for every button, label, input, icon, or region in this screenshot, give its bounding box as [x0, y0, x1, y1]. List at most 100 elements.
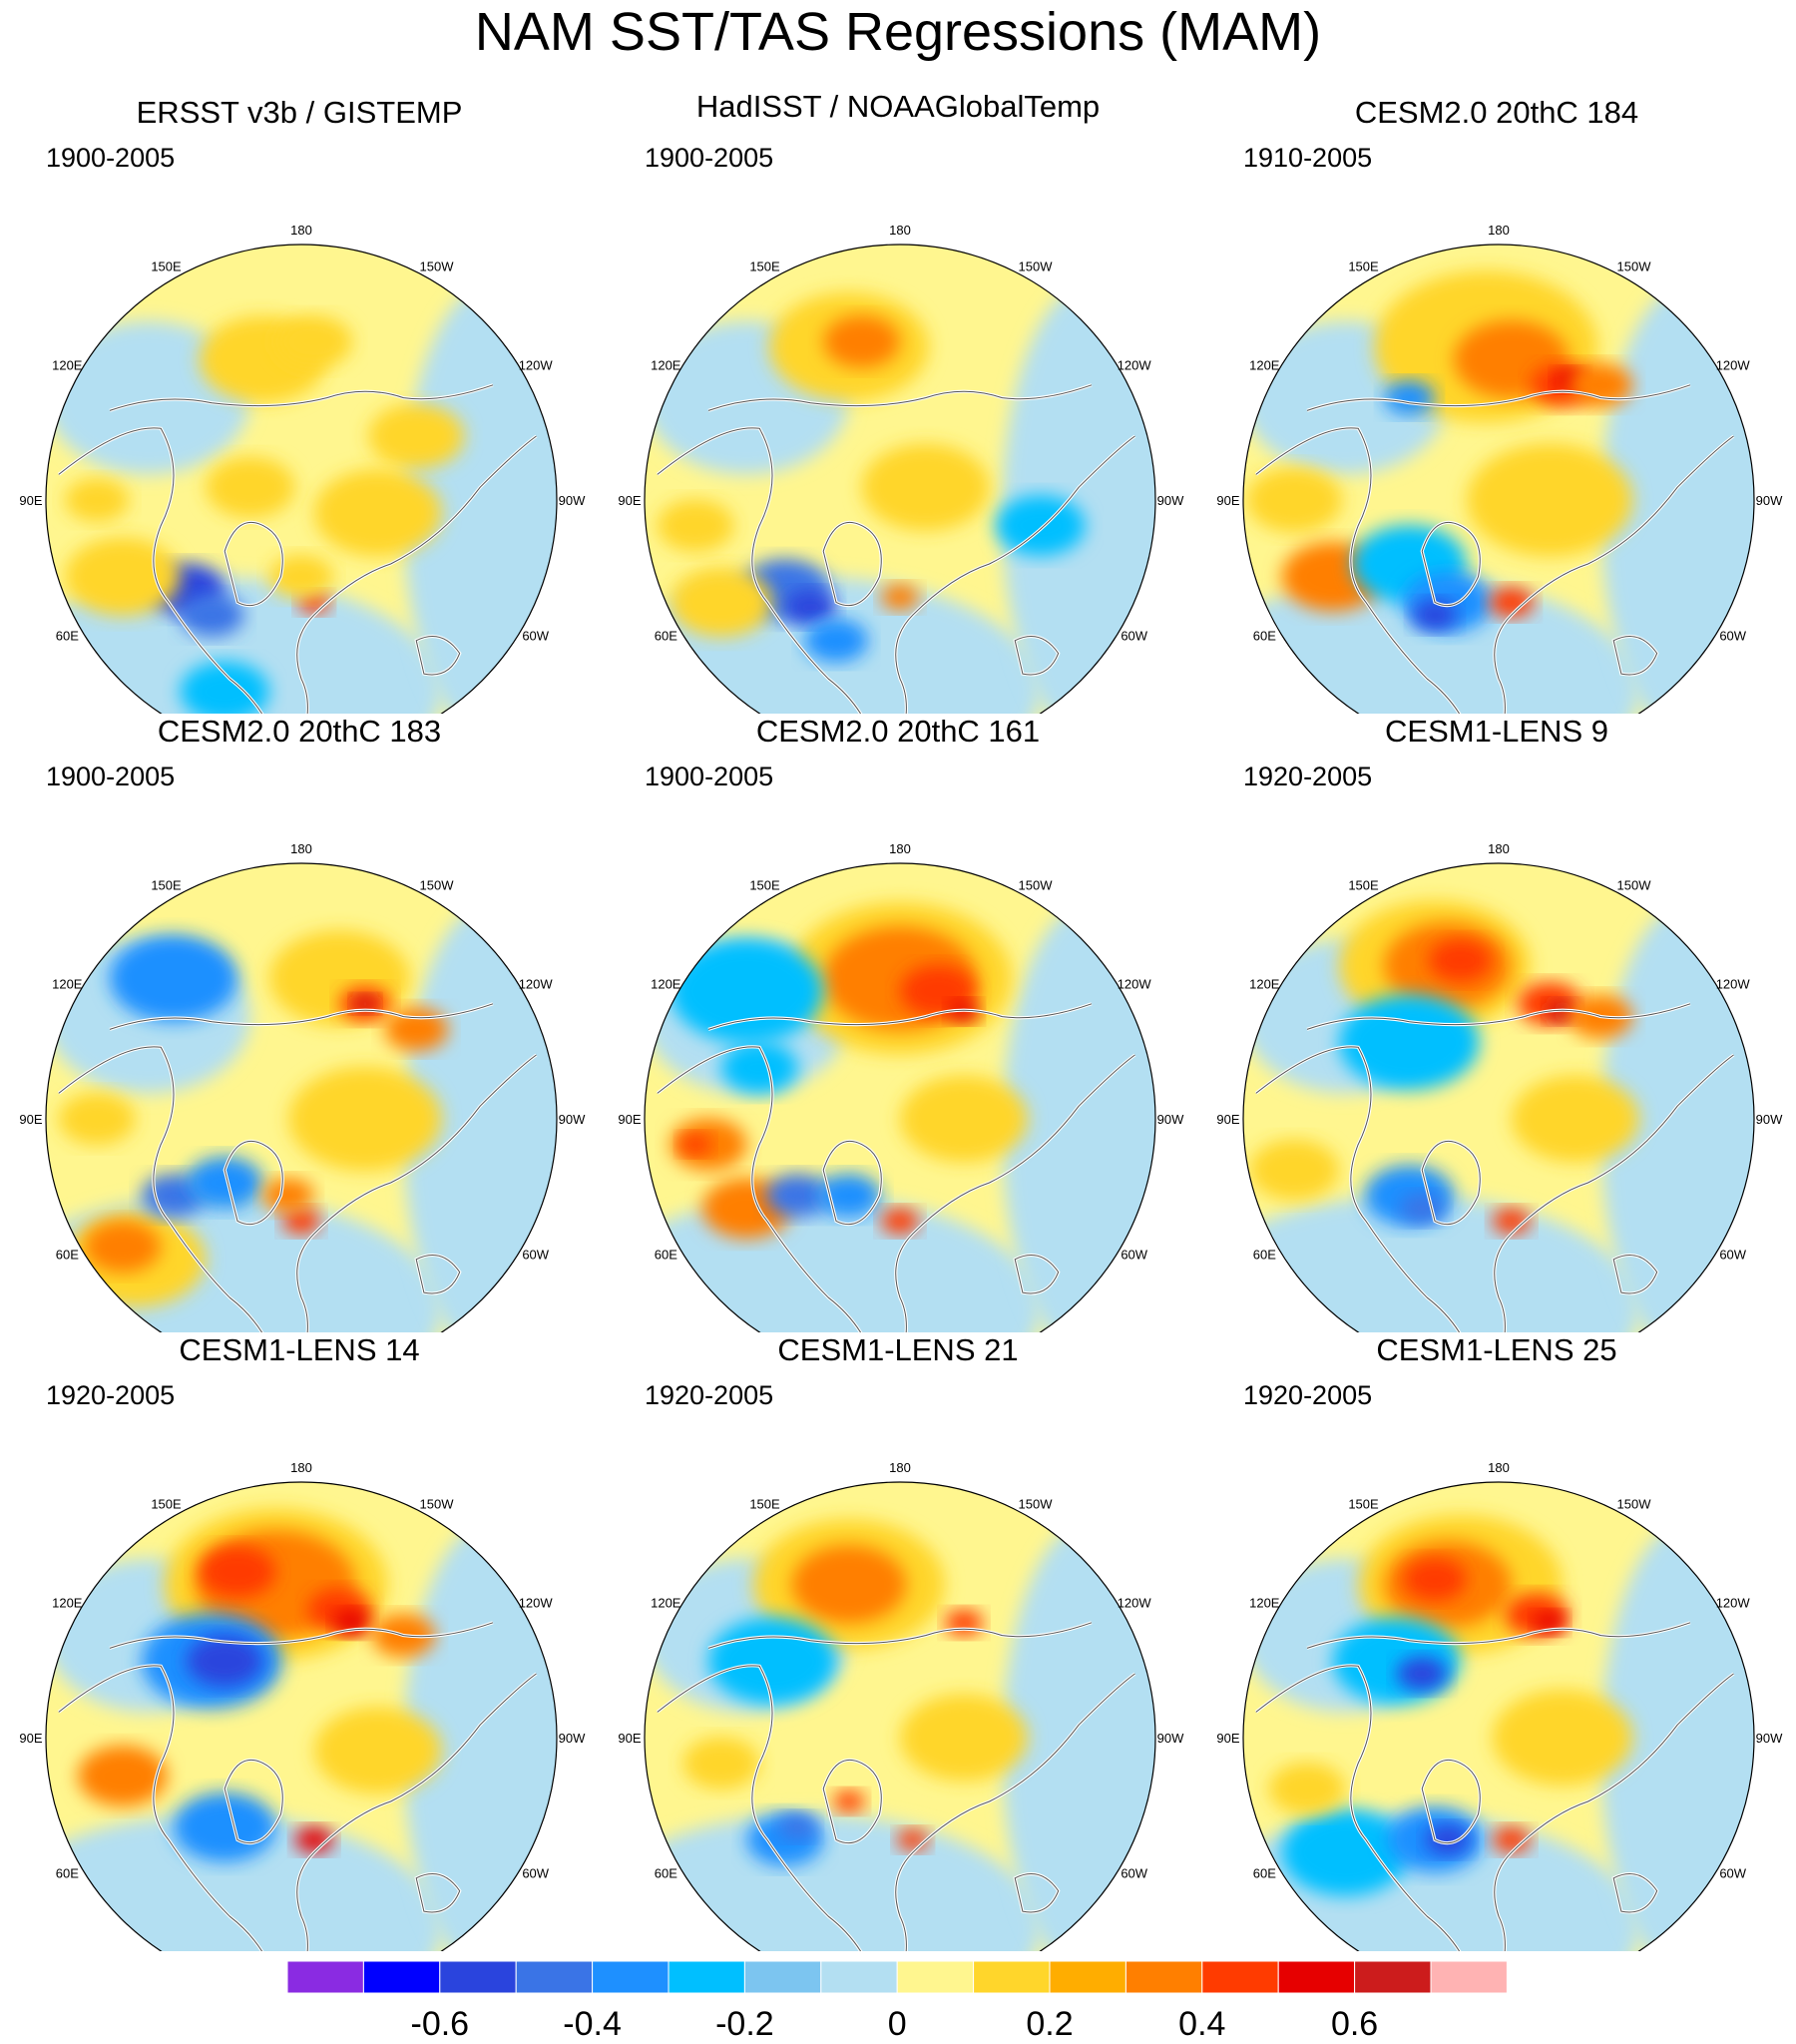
- map-panel: CESM1-LENS 251920-2005180150E120E90E60E3…: [1197, 1332, 1796, 1951]
- coastline: [1421, 1759, 1481, 1844]
- colorbar-swatch: [286, 1960, 364, 1994]
- longitude-label: 90W: [559, 493, 586, 508]
- longitude-label: 60W: [522, 1866, 549, 1881]
- longitude-label: 90E: [618, 493, 641, 508]
- longitude-label: 90W: [559, 1112, 586, 1127]
- map-boundary: [1242, 862, 1755, 1332]
- coastline: [657, 427, 875, 714]
- panel-title: HadISST / NOAAGlobalTemp: [695, 89, 1101, 124]
- anomaly-region: [791, 1545, 907, 1624]
- longitude-label: 180: [1488, 841, 1510, 856]
- field-region: [46, 320, 250, 475]
- anomaly-region: [832, 1790, 865, 1812]
- anomaly-region: [765, 1174, 830, 1218]
- longitude-label: 60E: [655, 1866, 677, 1881]
- anomaly-region: [900, 1075, 1028, 1163]
- colorbar-swatch: [1201, 1960, 1279, 1994]
- map-boundary: [45, 244, 558, 714]
- coastline: [1612, 636, 1658, 676]
- coastline: [109, 1622, 494, 1649]
- anomaly-region: [823, 315, 900, 368]
- coastline: [707, 1003, 1093, 1030]
- longitude-label: 150E: [749, 258, 780, 273]
- anomaly-region: [1412, 599, 1458, 631]
- longitude-label: 120W: [1118, 1596, 1152, 1611]
- longitude-label: 120E: [52, 1596, 83, 1611]
- coastline: [822, 1759, 882, 1844]
- longitude-label: 90W: [1756, 493, 1783, 508]
- panel-period: 1900-2005: [46, 762, 176, 791]
- colorbar-tick-label: -0.4: [563, 2005, 622, 2043]
- longitude-label: 150W: [420, 1496, 455, 1511]
- longitude-label: 60E: [56, 1248, 79, 1263]
- colorbar-swatch: [1354, 1960, 1432, 1994]
- map-boundary: [644, 862, 1156, 1332]
- coastline: [1014, 636, 1060, 676]
- longitude-label: 90E: [19, 1112, 42, 1127]
- anomaly-region: [1332, 1617, 1461, 1705]
- anomaly-region: [186, 1635, 263, 1688]
- longitude-label: 60W: [522, 629, 549, 644]
- panel-title: CESM2.0 20thC 184: [1354, 95, 1639, 130]
- longitude-label: 90E: [618, 1112, 641, 1127]
- polar-map: 180150E120E90E60E30E030W60W90W120W150W: [1216, 1460, 1783, 1951]
- map-boundary: [45, 862, 558, 1332]
- longitude-label: 150E: [151, 877, 182, 892]
- anomaly-region: [1569, 363, 1633, 407]
- longitude-label: 120W: [1118, 977, 1152, 992]
- coastline: [58, 427, 276, 714]
- longitude-label: 120W: [1118, 358, 1152, 373]
- coastline: [415, 1255, 461, 1294]
- map-panel: CESM1-LENS 141920-2005180150E120E90E60E3…: [0, 1332, 599, 1951]
- coastline: [1494, 1054, 1734, 1332]
- anomaly-region: [1396, 1656, 1448, 1692]
- field-region: [1243, 1195, 1639, 1332]
- polar-map: 180150E120E90E60E30E030W60W90W120W150W: [1216, 223, 1783, 714]
- coastline: [224, 521, 283, 607]
- coastline: [296, 1673, 537, 1951]
- longitude-label: 60E: [655, 1248, 677, 1263]
- colorbar-tick-label: 0: [888, 2005, 907, 2043]
- longitude-label: 150E: [749, 877, 780, 892]
- anomaly-region: [657, 499, 734, 552]
- anomaly-region: [679, 1133, 712, 1156]
- longitude-label: 60E: [56, 1866, 79, 1881]
- coastline: [109, 384, 494, 411]
- colorbar-swatch: [743, 1960, 822, 1994]
- anomaly-region: [1425, 1824, 1471, 1855]
- coastline: [1255, 1665, 1474, 1951]
- anomaly-region: [670, 567, 772, 638]
- longitude-label: 90E: [618, 1731, 641, 1746]
- longitude-label: 120W: [519, 358, 554, 373]
- coastline: [1255, 1046, 1474, 1332]
- longitude-label: 180: [889, 1460, 911, 1475]
- panel-title: CESM2.0 20thC 161: [755, 714, 1041, 749]
- panel-title: CESM1-LENS 14: [179, 1332, 420, 1367]
- coastline: [1494, 1673, 1734, 1951]
- longitude-label: 180: [290, 1460, 312, 1475]
- colorbar-swatch: [1124, 1960, 1203, 1994]
- longitude-label: 90W: [1756, 1112, 1783, 1127]
- anomaly-region: [65, 537, 181, 616]
- anomaly-region: [262, 1178, 314, 1214]
- field-region: [645, 576, 1041, 714]
- panel-title: CESM1-LENS 25: [1376, 1332, 1617, 1367]
- polar-map: 180150E120E90E60E30E030W60W90W120W150W: [19, 1460, 586, 1951]
- anomaly-region: [804, 619, 868, 663]
- anomaly-region: [1268, 1763, 1346, 1815]
- longitude-label: 180: [889, 841, 911, 856]
- longitude-label: 150W: [1019, 877, 1054, 892]
- map-panel: HadISST / NOAAGlobalTemp 1900-2005 180 150E…: [599, 89, 1197, 714]
- longitude-label: 60W: [1719, 1248, 1746, 1263]
- longitude-label: 90E: [1216, 1112, 1239, 1127]
- anomaly-region: [861, 443, 990, 531]
- anomaly-region: [880, 1208, 920, 1235]
- coastline: [296, 1054, 537, 1332]
- colorbar-swatch: [362, 1960, 441, 1994]
- coastline: [895, 435, 1135, 714]
- longitude-label: 120W: [1716, 1596, 1751, 1611]
- longitude-label: 120E: [52, 977, 83, 992]
- longitude-label: 120E: [1249, 358, 1280, 373]
- longitude-label: 90E: [19, 493, 42, 508]
- coastline: [707, 1622, 1093, 1649]
